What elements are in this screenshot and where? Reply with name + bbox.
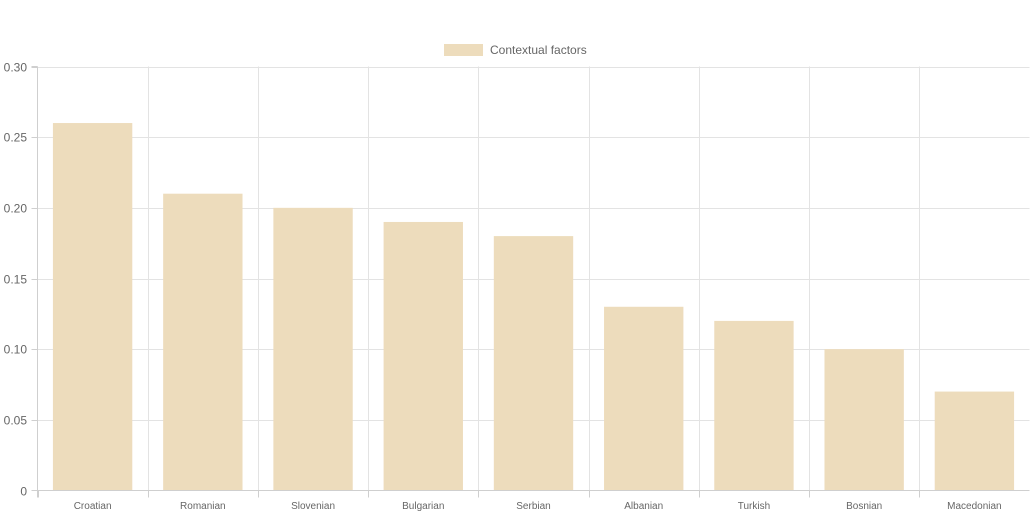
y-tick-label: 0 bbox=[20, 485, 27, 499]
y-tick-label: 0.20 bbox=[4, 202, 28, 216]
legend-swatch bbox=[444, 44, 483, 56]
y-tick-label: 0.10 bbox=[4, 343, 28, 357]
bar[interactable] bbox=[824, 349, 904, 491]
y-tick-label: 0.25 bbox=[4, 131, 28, 145]
bar[interactable] bbox=[493, 236, 574, 491]
x-tick-label: Slovenian bbox=[291, 501, 335, 512]
legend-label: Contextual factors bbox=[490, 43, 587, 57]
x-tick-label: Bosnian bbox=[846, 501, 882, 512]
legend[interactable]: Contextual factors bbox=[444, 43, 587, 57]
x-tick-label: Albanian bbox=[624, 501, 663, 512]
bar[interactable] bbox=[52, 123, 133, 491]
x-tick-label: Turkish bbox=[738, 501, 770, 512]
y-tick-label: 0.05 bbox=[4, 414, 28, 428]
bars bbox=[52, 123, 1015, 491]
bar[interactable] bbox=[163, 193, 243, 491]
x-tick-label: Bulgarian bbox=[402, 501, 444, 512]
bar[interactable] bbox=[604, 306, 684, 491]
x-tick-label: Romanian bbox=[180, 501, 226, 512]
bar[interactable] bbox=[714, 320, 794, 491]
bar[interactable] bbox=[383, 221, 463, 491]
axes: 0 0.05 0.10 0.15 0.20 0.25 0.30 Croatian Romania… bbox=[4, 61, 1030, 512]
y-tick-label: 0.30 bbox=[4, 61, 28, 75]
x-tick-label: Macedonian bbox=[947, 501, 1001, 512]
bar[interactable] bbox=[934, 391, 1015, 491]
y-tick-label: 0.15 bbox=[4, 273, 28, 287]
bar[interactable] bbox=[273, 207, 353, 491]
x-tick-label: Croatian bbox=[74, 501, 112, 512]
x-tick-label: Serbian bbox=[516, 501, 550, 512]
